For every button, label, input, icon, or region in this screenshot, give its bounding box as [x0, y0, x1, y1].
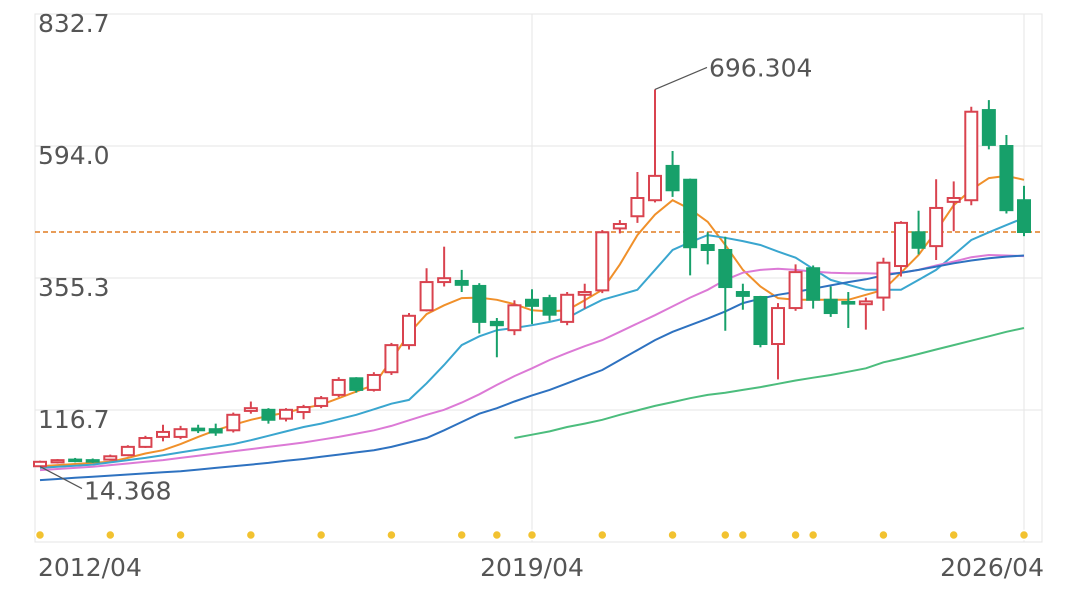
candle-body: [191, 427, 206, 432]
moving-average-line: [39, 253, 1025, 472]
event-marker: [737, 529, 749, 541]
candle-body: [648, 174, 662, 202]
candle-body: [1017, 199, 1031, 234]
candle-body: [314, 397, 329, 407]
candle-body: [472, 284, 487, 323]
candle-body: [806, 267, 821, 301]
event-marker: [456, 529, 467, 541]
min-annotation: 14.368: [84, 477, 171, 506]
candle-body: [665, 164, 680, 192]
candle-body: [735, 291, 750, 297]
event-marker: [315, 529, 327, 541]
candle-body: [823, 298, 838, 315]
candle-body: [437, 277, 452, 284]
candle-body: [630, 197, 645, 218]
event-marker: [491, 529, 503, 541]
candle-body: [173, 428, 188, 438]
candle-body: [50, 459, 65, 464]
max-annotation: 696.304: [709, 53, 812, 82]
candle-body: [331, 378, 346, 396]
event-marker: [948, 529, 959, 541]
event-marker: [720, 529, 731, 541]
event-marker: [790, 529, 801, 541]
event-marker: [105, 529, 116, 541]
candle-body: [120, 445, 135, 457]
candle-body: [156, 430, 170, 438]
candle-body: [683, 178, 698, 249]
candle-body: [525, 298, 539, 307]
candle-body: [349, 377, 364, 391]
event-marker: [597, 529, 608, 541]
candle-body: [858, 300, 873, 306]
candle-body: [296, 406, 311, 414]
candle-body: [261, 408, 276, 421]
y-tick-label: 832.7: [38, 9, 110, 38]
candle-body: [946, 197, 961, 203]
moving-average-line: [39, 216, 1025, 469]
candle-body: [771, 307, 785, 346]
candle-body: [788, 271, 803, 310]
event-marker: [667, 529, 678, 541]
annotation-leader: [654, 66, 708, 90]
candle-body: [911, 231, 926, 249]
event-marker: [878, 529, 889, 541]
candle-body: [103, 455, 118, 461]
candle-body: [366, 373, 381, 391]
x-tick-label: 2012/04: [38, 553, 142, 582]
candle-body: [718, 248, 733, 289]
candle-body: [226, 413, 241, 432]
event-marker: [807, 529, 819, 541]
moving-average-line: [39, 254, 1025, 482]
candle-body: [876, 261, 891, 299]
candle-body: [560, 293, 575, 323]
y-tick-label: 594.0: [38, 141, 110, 170]
y-tick-label: 116.7: [38, 405, 110, 434]
candle-body: [454, 279, 469, 286]
event-marker: [526, 529, 538, 541]
candle-body: [929, 206, 944, 248]
candle-body: [419, 281, 434, 312]
candle-body: [243, 407, 258, 412]
candle-body: [700, 244, 715, 251]
event-marker: [386, 529, 397, 541]
candle-body: [753, 295, 768, 346]
candle-body: [999, 145, 1014, 212]
candle-body: [577, 291, 592, 296]
x-tick-label: 2019/04: [480, 553, 584, 582]
candle-body: [402, 314, 416, 347]
y-tick-label: 355.3: [38, 273, 110, 302]
candle-body: [208, 428, 223, 434]
candle-body: [595, 231, 610, 292]
candle-body: [542, 297, 557, 316]
moving-average-line: [514, 327, 1025, 439]
candle-body: [384, 344, 399, 374]
x-tick-label: 2026/04: [940, 553, 1044, 582]
candle-body: [841, 300, 856, 305]
candle-body: [489, 320, 504, 327]
candle-body: [85, 459, 100, 463]
candle-body: [964, 110, 979, 202]
candle-body: [138, 437, 153, 448]
candle-body: [894, 221, 908, 268]
candle-body: [279, 408, 293, 420]
event-marker: [1018, 529, 1030, 541]
candle-body: [612, 222, 627, 230]
annotation-leader: [39, 466, 83, 490]
event-marker: [175, 529, 186, 541]
event-marker: [245, 529, 257, 541]
event-marker: [34, 529, 46, 541]
candle-body: [33, 460, 47, 468]
candle-body: [507, 304, 522, 332]
candle-body: [981, 109, 996, 146]
candle-body: [68, 458, 83, 463]
